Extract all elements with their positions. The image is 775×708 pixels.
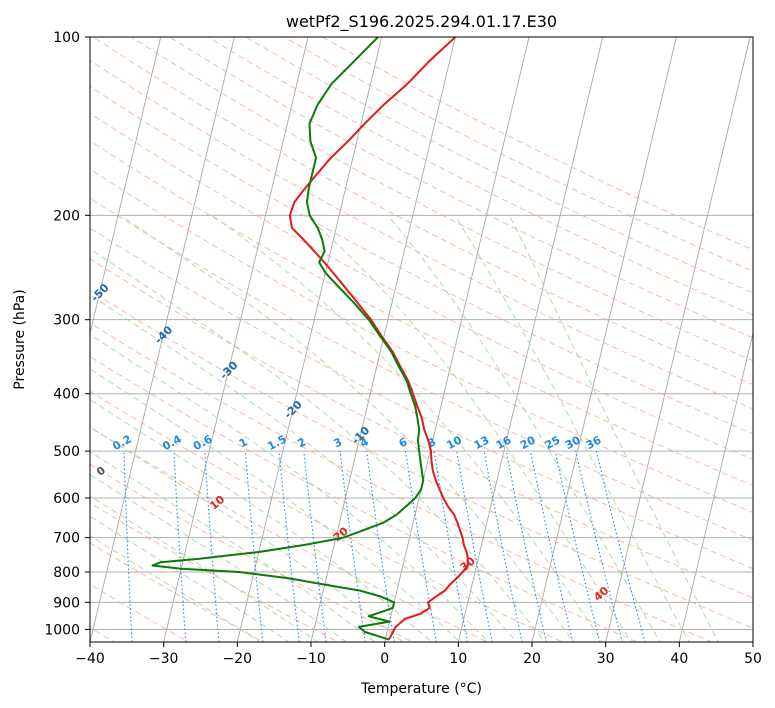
moist-adiabat-line: [90, 535, 262, 642]
y-axis-label: Pressure (hPa): [12, 289, 28, 389]
isotherm-line: [752, 640, 753, 642]
dry-adiabat-line: [90, 227, 753, 570]
isotherm-line: [605, 37, 751, 642]
moist-adiabat-line: [508, 215, 719, 642]
temperature-profile-line: [288, 37, 469, 641]
mixing-ratio-line: [244, 451, 264, 642]
y-tick-label: 300: [53, 313, 80, 329]
mixing-ratio-line: [505, 450, 547, 642]
dry-adiabat-line: [90, 426, 489, 642]
x-tick-label: 30: [597, 651, 615, 667]
x-tick-label: 0: [380, 651, 389, 667]
dry-adiabat-line: [90, 289, 753, 629]
dry-adiabat-line: [90, 85, 753, 435]
moist-adiabat-line: [454, 215, 690, 642]
y-tick-label: 100: [53, 30, 80, 46]
mixing-ratio-line: [554, 450, 601, 642]
moist-adiabat-line: [90, 294, 518, 642]
moist-adiabat-line: [119, 214, 575, 642]
mixing-ratio-line: [433, 451, 469, 642]
moist-adiabat-line: [90, 474, 348, 642]
dry-adiabat-line: [130, 37, 753, 362]
plot-frame: [89, 36, 754, 643]
mixing-ratio-label: 16: [494, 433, 514, 452]
dry-adiabat-line: [92, 37, 753, 386]
mixing-ratio-line: [204, 451, 220, 642]
dry-adiabat-line: [90, 390, 564, 642]
dry-adiabat-line: [90, 258, 753, 599]
moist-adiabat-line: [387, 215, 661, 642]
y-tick-label: 500: [53, 444, 80, 460]
y-tick-label: 400: [53, 387, 80, 403]
mixing-ratio-line: [575, 450, 623, 642]
mixing-ratio-line: [456, 451, 493, 642]
chart-title: wetPf2_S196.2025.294.01.17.E30: [286, 12, 557, 32]
dry-adiabat-line: [90, 168, 753, 514]
mixing-ratio-line: [483, 451, 523, 642]
y-tick-label: 900: [53, 595, 80, 611]
dry-adiabat-line: [90, 197, 753, 541]
dewpoint-profile-line: [151, 37, 425, 641]
dry-adiabat-line: [206, 37, 753, 316]
dry-adiabat-line: [90, 463, 415, 642]
x-axis-label: Temperature (°C): [360, 681, 482, 697]
mixing-ratio-line: [529, 450, 574, 642]
mixing-ratio-line: [366, 451, 395, 642]
x-tick-label: 50: [744, 651, 762, 667]
mixing-ratio-label: 13: [472, 433, 492, 452]
mixing-ratio-label: 30: [563, 433, 583, 452]
y-tick-label: 800: [53, 565, 80, 581]
x-tick-label: 10: [449, 651, 467, 667]
isotherm-label: -60: [25, 238, 48, 261]
mixing-ratio-line: [123, 451, 133, 642]
mixing-ratio-line: [173, 451, 187, 642]
isotherm-line: [457, 37, 604, 642]
dry-adiabat-line: [90, 355, 639, 642]
isotherm-line: [163, 37, 309, 642]
dry-adiabat-line: [0, 10, 59, 654]
moist-adiabat-line: [90, 333, 489, 642]
moist-adiabat-line: [90, 248, 546, 642]
x-tick-label: −10: [296, 651, 326, 667]
y-tick-label: 1000: [44, 622, 80, 638]
mixing-ratio-line: [595, 450, 646, 642]
isotherm-line: [310, 37, 456, 642]
dry-adiabat-line: [90, 502, 340, 642]
isotherm-line: [678, 331, 753, 642]
mixing-ratio-label: 25: [543, 433, 563, 452]
moist-adiabat-line: [90, 451, 376, 642]
isotherm-line: [90, 37, 235, 642]
mixing-ratio-label: 20: [518, 433, 538, 452]
x-tick-label: −20: [223, 651, 253, 667]
y-tick-label: 200: [53, 208, 80, 224]
mixing-ratio-label: 36: [584, 433, 604, 452]
y-tick-label: 600: [53, 491, 80, 507]
x-tick-label: 20: [523, 651, 541, 667]
plot-background: [90, 37, 753, 642]
mixing-ratio-line: [278, 451, 300, 642]
mixing-ratio-line: [405, 451, 437, 642]
moist-adiabat-line: [211, 214, 603, 642]
isotherm-line: [531, 37, 677, 642]
x-tick-label: 40: [670, 651, 688, 667]
moist-adiabat-line: [305, 214, 632, 642]
x-tick-label: −30: [149, 651, 179, 667]
isotherm-line: [236, 37, 383, 642]
y-tick-label: 700: [53, 531, 80, 547]
x-tick-label: −40: [75, 651, 105, 667]
moist-adiabat-line: [90, 515, 290, 642]
isotherm-line: [384, 37, 530, 642]
mixing-ratio-line: [339, 451, 366, 642]
mixing-ratio-label: 10: [444, 433, 464, 452]
moist-adiabat-line: [90, 368, 461, 642]
mixing-ratio-line: [303, 451, 327, 642]
